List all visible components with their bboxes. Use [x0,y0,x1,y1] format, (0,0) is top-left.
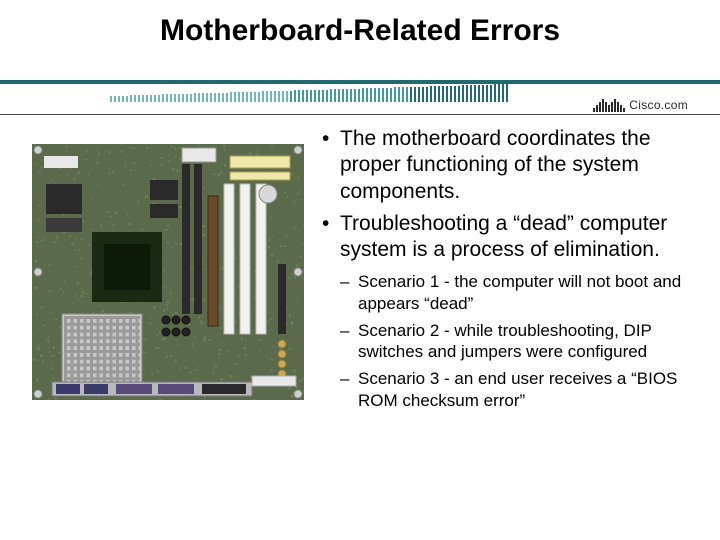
cisco-bridge-icon [593,98,625,112]
slide: Motherboard-Related Errors Cisco.com The… [0,0,720,540]
cisco-logo: Cisco.com [593,98,688,112]
main-bullet-1: The motherboard coordinates the proper f… [320,126,692,205]
sub-bullet-3: Scenario 3 - an end user receives a “BIO… [340,368,692,411]
divider-dashes [110,84,510,102]
content-area: The motherboard coordinates the proper f… [320,126,692,417]
main-bullets: The motherboard coordinates the proper f… [320,126,692,263]
motherboard-image [32,144,304,400]
divider-underline [0,114,720,115]
main-bullet-2: Troubleshooting a “dead” computer system… [320,211,692,264]
sub-bullets: Scenario 1 - the computer will not boot … [340,271,692,411]
sub-bullet-1: Scenario 1 - the computer will not boot … [340,271,692,314]
sub-bullet-2: Scenario 2 - while troubleshooting, DIP … [340,320,692,363]
page-title: Motherboard-Related Errors [0,14,720,48]
logo-text: Cisco.com [629,98,688,112]
